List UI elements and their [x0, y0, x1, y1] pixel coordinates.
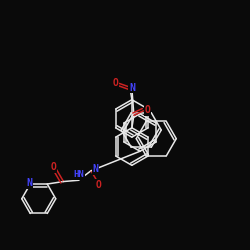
- Text: N: N: [92, 164, 98, 174]
- Text: N: N: [26, 178, 32, 188]
- Text: O: O: [112, 78, 118, 88]
- Text: O: O: [96, 180, 102, 190]
- Text: N: N: [129, 82, 135, 92]
- Text: O: O: [50, 162, 56, 172]
- Text: HN: HN: [73, 170, 84, 179]
- Text: O: O: [144, 105, 150, 115]
